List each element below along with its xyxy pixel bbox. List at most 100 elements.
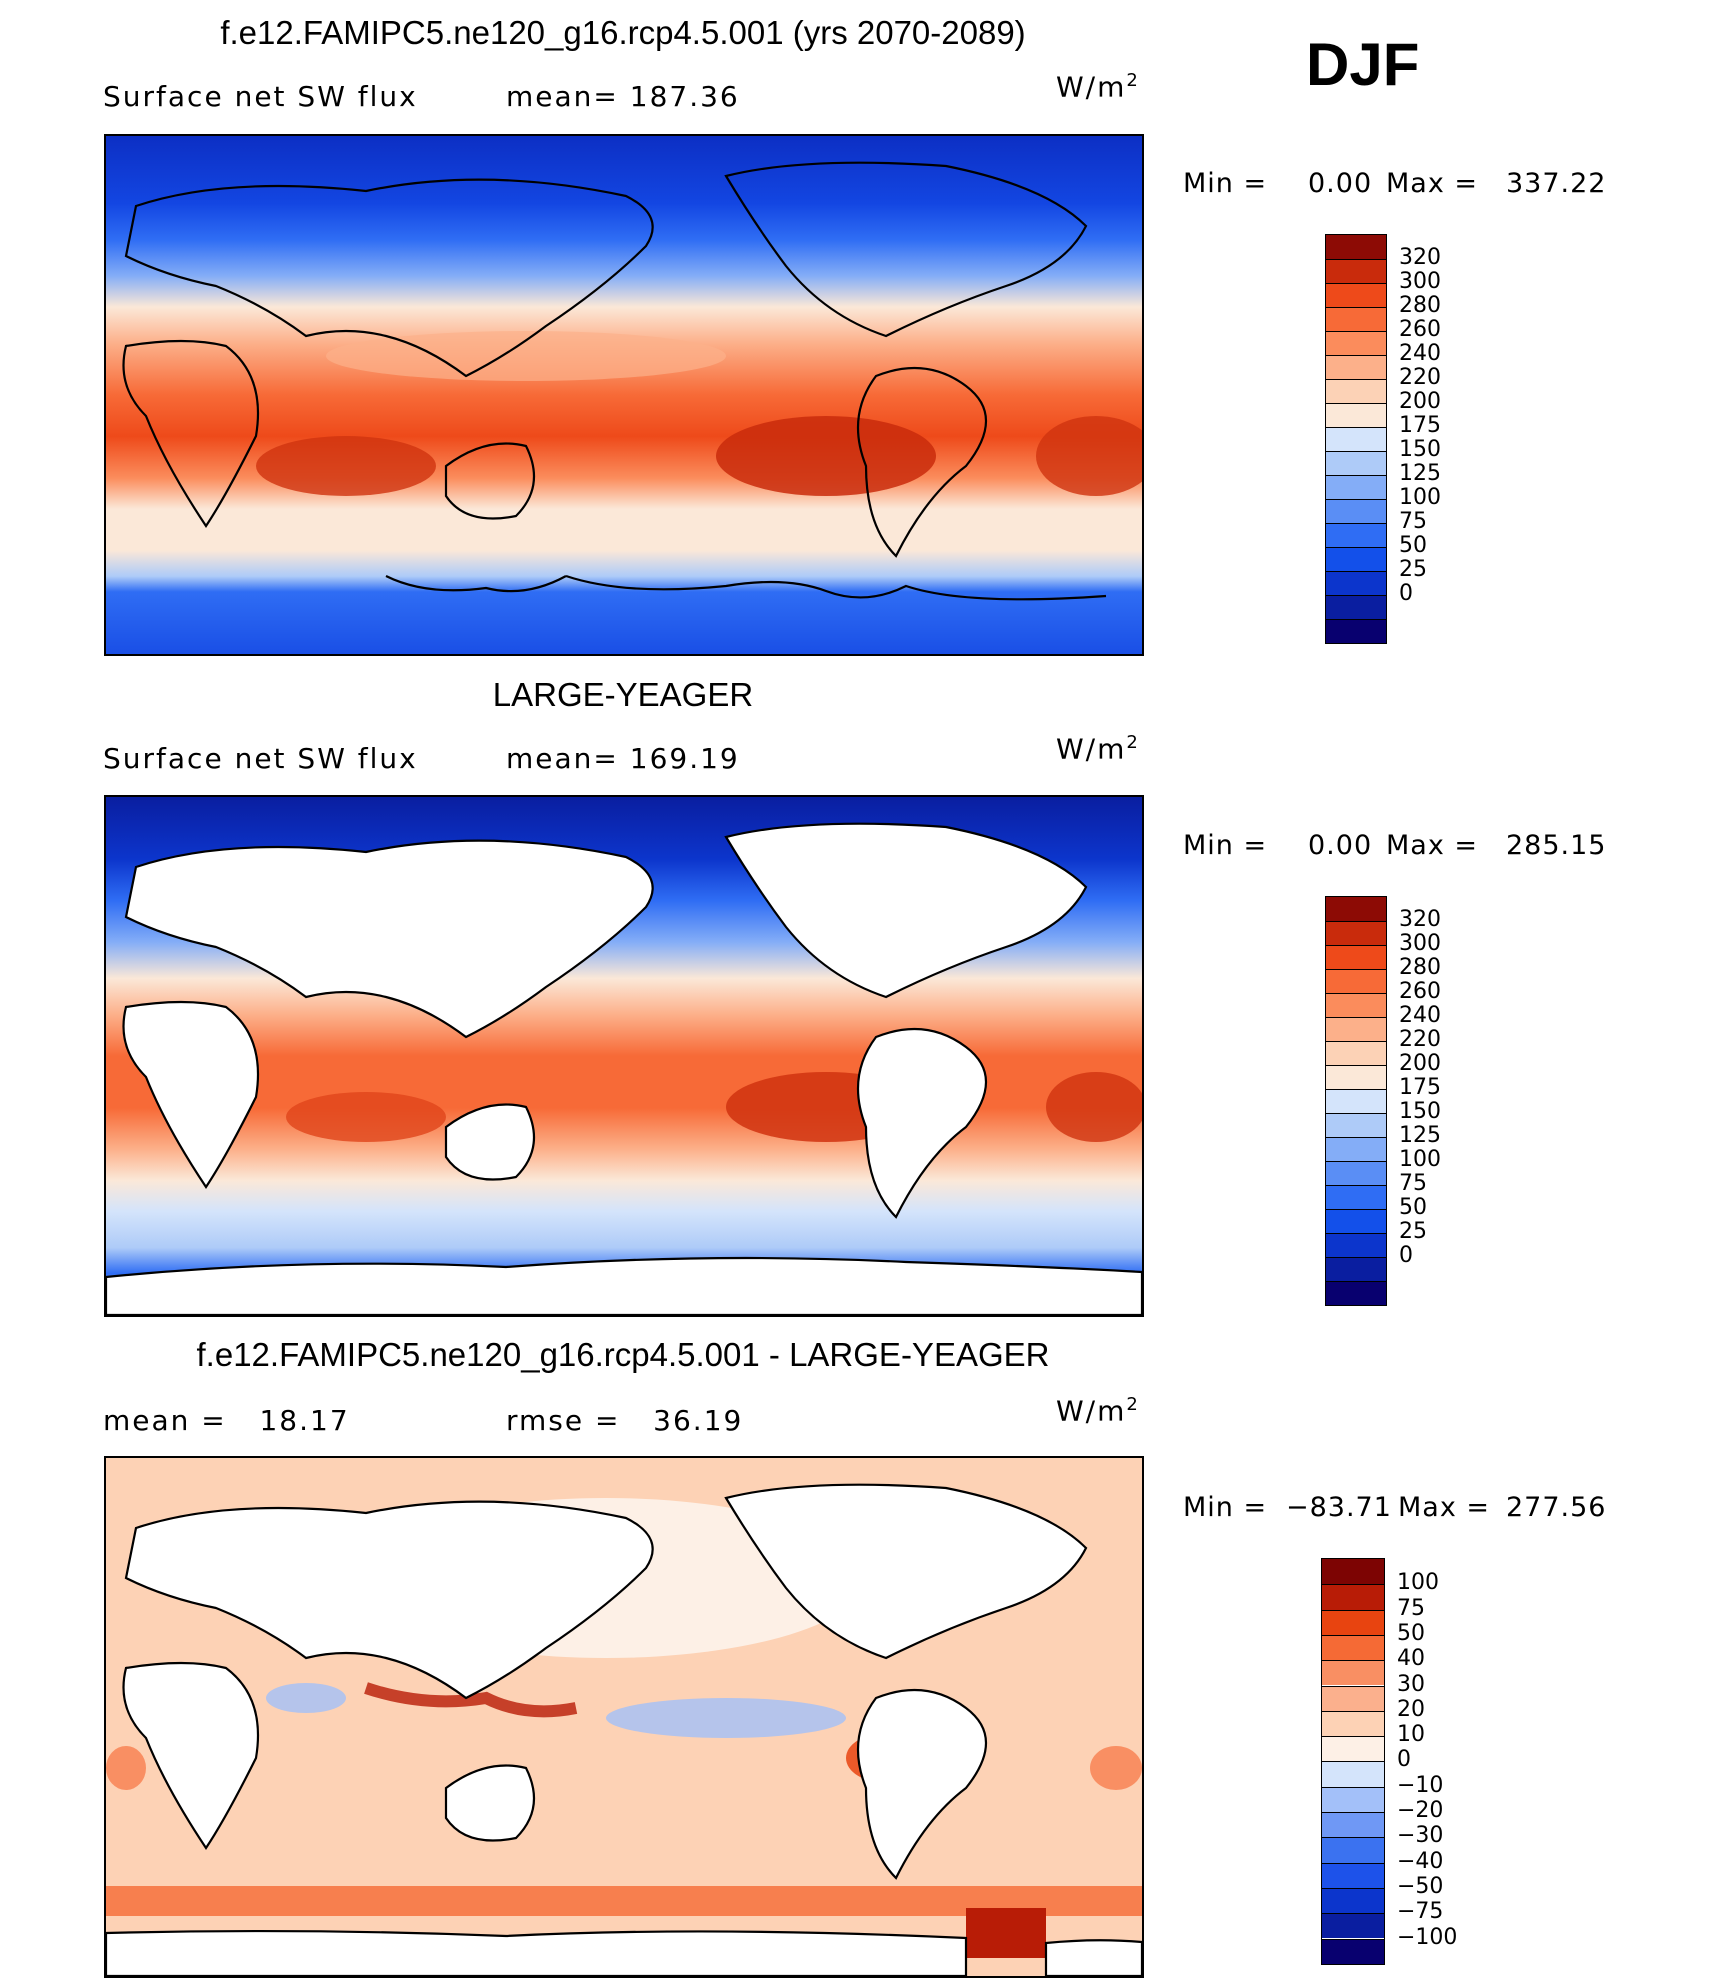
- colorbar-swatch: [1322, 1761, 1384, 1787]
- panel-3-min-label: Min =: [1183, 1492, 1268, 1523]
- colorbar-swatch: [1326, 331, 1386, 355]
- colorbar-swatch: [1326, 993, 1386, 1017]
- colorbar-swatch: [1326, 307, 1386, 331]
- colorbar-tick-label: 320: [1399, 245, 1441, 270]
- colorbar-swatch: [1322, 1812, 1384, 1838]
- colorbar-tick-label: 20: [1397, 1696, 1425, 1722]
- colorbar-swatch: [1326, 1089, 1386, 1113]
- colorbar-swatch: [1322, 1559, 1384, 1585]
- panel-2-max-value: 285.15: [1506, 830, 1607, 861]
- colorbar-swatch: [1326, 1041, 1386, 1065]
- colorbar-tick-label: 100: [1399, 1147, 1441, 1172]
- season-label: DJF: [1306, 31, 1420, 98]
- colorbar-swatch: [1326, 969, 1386, 993]
- colorbar-swatch: [1322, 1710, 1384, 1737]
- colorbar-tick-label: 10: [1397, 1722, 1425, 1748]
- colorbar-swatch: [1322, 1584, 1384, 1610]
- panel-2-units: W/m2: [1056, 732, 1140, 766]
- colorbar-tick-label: 240: [1399, 341, 1441, 366]
- panel-2-title: LARGE-YEAGER: [492, 676, 754, 713]
- colorbar-swatch: [1322, 1938, 1384, 1964]
- panel-3-units: W/m2: [1056, 1394, 1140, 1428]
- panel-1-min-label: Min =: [1183, 168, 1268, 199]
- colorbar-swatch: [1322, 1609, 1384, 1635]
- panel-2-min-value: 0.00: [1308, 830, 1373, 861]
- colorbar-swatch: [1326, 1257, 1386, 1281]
- colorbar-swatch: [1322, 1634, 1384, 1661]
- colorbar-tick-label: 0: [1397, 1747, 1411, 1773]
- colorbar-tick-label: −30: [1397, 1823, 1444, 1849]
- colorbar-swatch: [1322, 1786, 1384, 1812]
- colorbar-tick-label: 150: [1399, 1099, 1441, 1124]
- panel-1-min-value: 0.00: [1308, 168, 1373, 199]
- colorbar-swatch: [1322, 1837, 1384, 1863]
- panel-1-map-svg: [106, 136, 1142, 654]
- colorbar-swatch: [1326, 1185, 1386, 1209]
- colorbar-tick-label: 30: [1397, 1671, 1425, 1697]
- panel-1-map: [104, 134, 1144, 656]
- colorbar-tick-label: 0: [1399, 581, 1413, 606]
- panel-2-map-svg: [106, 797, 1142, 1315]
- colorbar-swatch: [1326, 1113, 1386, 1137]
- colorbar-tick-label: 40: [1397, 1646, 1425, 1672]
- panel-2-map: [104, 795, 1144, 1317]
- colorbar-tick-label: 125: [1399, 1123, 1441, 1148]
- colorbar-swatches: [1325, 234, 1387, 644]
- colorbar-tick-label: 150: [1399, 437, 1441, 462]
- colorbar-tick-label: 50: [1399, 1195, 1427, 1220]
- colorbar-tick-label: 125: [1399, 461, 1441, 486]
- panel-3-max-label: Max =: [1398, 1492, 1491, 1523]
- colorbar-tick-label: 25: [1399, 1219, 1427, 1244]
- panel-2-max-label: Max =: [1386, 830, 1479, 861]
- colorbar-tick-label: 220: [1399, 1027, 1441, 1052]
- colorbar-swatch: [1326, 897, 1386, 921]
- panel-2-field-label: Surface net SW flux: [103, 742, 418, 775]
- colorbar-tick-label: 50: [1397, 1620, 1425, 1646]
- colorbar-tick-label: 280: [1399, 955, 1441, 980]
- panel-3-title: f.e12.FAMIPC5.ne120_g16.rcp4.5.001 - LAR…: [196, 1336, 1050, 1373]
- colorbar-swatch: [1326, 235, 1386, 259]
- colorbar-tick-label: 175: [1399, 1075, 1441, 1100]
- colorbar-swatch: [1326, 547, 1386, 571]
- colorbar-tick-label: 175: [1399, 413, 1441, 438]
- colorbar-swatches: [1321, 1558, 1385, 1965]
- panel-1-title: f.e12.FAMIPC5.ne120_g16.rcp4.5.001 (yrs …: [220, 14, 1026, 51]
- colorbar-tick-label: −75: [1397, 1899, 1444, 1925]
- colorbar-swatch: [1322, 1660, 1384, 1686]
- colorbar-tick-label: 25: [1399, 557, 1427, 582]
- colorbar-swatch: [1322, 1887, 1384, 1914]
- colorbar-swatch: [1326, 427, 1386, 451]
- colorbar-tick-label: −50: [1397, 1873, 1444, 1899]
- colorbar-swatch: [1326, 1017, 1386, 1041]
- colorbar-tick-label: 300: [1399, 931, 1441, 956]
- colorbar-tick-label: 200: [1399, 1051, 1441, 1076]
- colorbar-tick-label: 260: [1399, 317, 1441, 342]
- panel-1-units: W/m2: [1056, 70, 1140, 104]
- colorbar-swatch: [1326, 1209, 1386, 1233]
- colorbar-swatch: [1326, 523, 1386, 547]
- colorbar-tick-label: 260: [1399, 979, 1441, 1004]
- panel-1-mean-label: mean= 187.36: [506, 80, 740, 113]
- colorbar-swatch: [1326, 379, 1386, 403]
- colorbar-swatch: [1326, 1065, 1386, 1089]
- colorbar-tick-label: −40: [1397, 1848, 1444, 1874]
- panel-1-max-value: 337.22: [1506, 168, 1607, 199]
- panel-3-rmse-label: rmse = 36.19: [506, 1404, 744, 1437]
- colorbar-swatch: [1326, 1233, 1386, 1257]
- colorbar-swatch: [1322, 1913, 1384, 1939]
- colorbar-swatch: [1322, 1685, 1384, 1711]
- colorbar-swatch: [1326, 1137, 1386, 1161]
- colorbar-swatch: [1322, 1862, 1384, 1888]
- colorbar-swatch: [1326, 571, 1386, 595]
- colorbar-tick-label: −10: [1397, 1772, 1444, 1798]
- colorbar-swatch: [1326, 499, 1386, 523]
- colorbar-swatch: [1326, 595, 1386, 619]
- colorbar-tick-label: 100: [1397, 1570, 1439, 1596]
- colorbar-swatch: [1326, 403, 1386, 427]
- colorbar-tick-label: 240: [1399, 1003, 1441, 1028]
- colorbar-tick-label: 50: [1399, 533, 1427, 558]
- colorbar-tick-label: 220: [1399, 365, 1441, 390]
- panel-2-mean-label: mean= 169.19: [506, 742, 740, 775]
- colorbar-swatch: [1326, 1281, 1386, 1305]
- panel-1-field-label: Surface net SW flux: [103, 80, 418, 113]
